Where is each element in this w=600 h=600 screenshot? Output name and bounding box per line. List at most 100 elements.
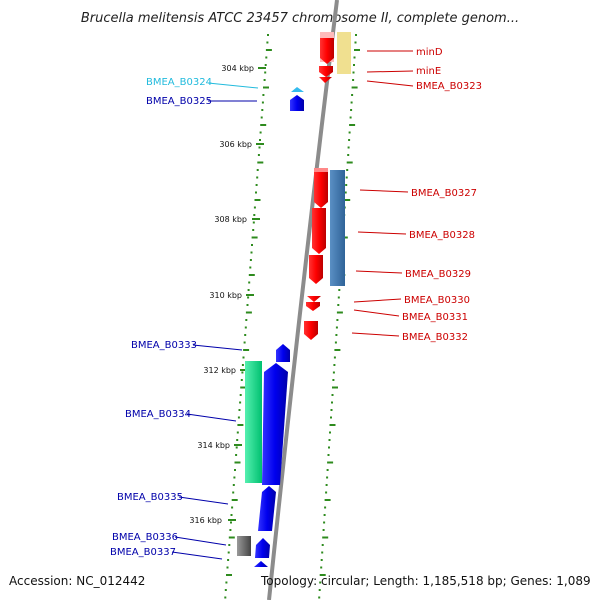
label-BMEA_B0327[interactable]: BMEA_B0327 [411, 188, 477, 199]
tick-mark-left [263, 86, 269, 89]
label-BMEA_B0328[interactable]: BMEA_B0328 [409, 230, 475, 241]
tick-mark-left [257, 161, 264, 164]
tick-mark-left [263, 79, 266, 81]
label-BMEA_B0332[interactable]: BMEA_B0332 [402, 332, 468, 343]
tick-mark-left [258, 146, 261, 149]
tick-mark-right [351, 86, 358, 89]
chromosome-backbone [267, 0, 339, 600]
tick-mark-left [234, 461, 241, 464]
label-BMEA_B0333[interactable]: BMEA_B0333 [131, 340, 197, 351]
tick-mark-left [245, 311, 252, 314]
gene-minD[interactable] [320, 38, 334, 64]
tick-mark-right [325, 484, 328, 486]
tick-mark-right [322, 536, 329, 539]
tick-mark-left [242, 356, 245, 359]
tick-mark-left [241, 364, 244, 366]
tick-mark-left [259, 131, 262, 134]
tick-mark-right [337, 304, 340, 306]
tick-mark-left [235, 454, 238, 456]
gene-BMEA_B0328-blue[interactable] [330, 170, 345, 286]
accession-text: Accession: NC_012442 [9, 574, 146, 588]
tick-mark-left [248, 274, 255, 276]
tick-mark-left [264, 71, 267, 74]
tick-mark-right [329, 431, 331, 434]
gene-BMEA_B0336-gray[interactable] [237, 536, 251, 556]
tick-mark-right [349, 116, 352, 119]
right-gene-labels: minD minE BMEA_B0323 BMEA_B0327 BMEA_B03… [351, 47, 482, 343]
tick-mark-right [326, 469, 329, 471]
tick-mark-right [321, 551, 324, 554]
tick-mark-left [243, 341, 246, 344]
tick-mark-left [240, 386, 247, 389]
tick-mark-right [352, 71, 355, 74]
gene-BMEA_B0329[interactable] [309, 255, 323, 284]
tick-mark-left [256, 169, 259, 171]
label-minD[interactable]: minD [416, 47, 443, 58]
gene-BMEA_B0330[interactable] [307, 296, 321, 302]
gene-BMEA_B0334[interactable] [262, 363, 288, 485]
left-tick-track [224, 34, 272, 599]
kbp-label-316: 316 kbp [189, 516, 222, 525]
tick-mark-left [253, 206, 256, 209]
tick-mark-left [236, 439, 239, 441]
gene-BMEA_B0327[interactable] [314, 172, 328, 208]
label-BMEA_B0331[interactable]: BMEA_B0331 [402, 312, 468, 323]
tick-mark-left [239, 394, 242, 396]
tick-mark-right [347, 146, 350, 149]
label-BMEA_B0324[interactable]: BMEA_B0324 [146, 77, 212, 88]
tick-mark-right [349, 124, 356, 126]
label-BMEA_B0323[interactable]: BMEA_B0323 [416, 81, 482, 92]
left-gene-labels: BMEA_B0324 BMEA_B0325 BMEA_B0333 BMEA_B0… [110, 77, 259, 560]
tick-mark-left [261, 109, 264, 111]
tick-mark-right [332, 386, 338, 389]
tick-mark-right [320, 566, 323, 569]
topology-text: Topology: circular; Length: 1,185,518 bp… [261, 574, 591, 588]
tick-mark-right [334, 341, 337, 344]
gene-BMEA_B0336[interactable] [255, 538, 270, 558]
label-BMEA_B0337[interactable]: BMEA_B0337 [110, 547, 176, 558]
tick-mark-left [256, 176, 259, 179]
label-BMEA_B0336[interactable]: BMEA_B0336 [112, 532, 178, 543]
tick-mark-right [332, 379, 335, 381]
tick-mark-right [327, 454, 330, 456]
gene-BMEA_B0325[interactable] [290, 95, 304, 111]
kbp-label-310: 310 kbp [209, 291, 242, 300]
tick-mark-right [335, 334, 338, 336]
tick-mark-left [257, 154, 260, 156]
gene-BMEA_B0323[interactable] [319, 77, 332, 83]
label-BMEA_B0330[interactable]: BMEA_B0330 [404, 295, 470, 306]
tick-mark-left [230, 521, 232, 524]
label-minE[interactable]: minE [416, 66, 441, 77]
tick-mark-left [235, 446, 238, 449]
gene-minE-pale[interactable] [337, 32, 351, 74]
gene-BMEA_B0333[interactable] [276, 344, 290, 362]
tick-mark-right [319, 574, 326, 576]
tick-mark-left [253, 214, 256, 216]
tick-mark-left [247, 296, 250, 299]
tick-mark-left [260, 116, 263, 119]
tick-mark-right [324, 499, 331, 501]
label-BMEA_B0329[interactable]: BMEA_B0329 [405, 269, 471, 280]
gene-BMEA_B0334-green[interactable] [245, 361, 262, 483]
tick-mark-left [224, 589, 227, 591]
gene-BMEA_B0324[interactable] [291, 87, 304, 92]
tick-mark-right [333, 356, 336, 359]
label-BMEA_B0335[interactable]: BMEA_B0335 [117, 492, 183, 503]
tick-mark-right [328, 439, 331, 441]
tick-mark-left [249, 266, 252, 269]
tick-mark-right [336, 319, 339, 321]
label-BMEA_B0325[interactable]: BMEA_B0325 [146, 96, 212, 107]
tick-mark-right [352, 79, 355, 81]
tick-mark-left [226, 574, 232, 576]
gene-BMEA_B0335[interactable] [258, 486, 276, 531]
gene-minE[interactable] [319, 66, 333, 77]
tick-mark-left [262, 94, 265, 96]
tick-mark-left [252, 229, 255, 231]
gene-BMEA_B0337[interactable] [254, 561, 268, 567]
gene-BMEA_B0331[interactable] [306, 302, 320, 311]
label-BMEA_B0334[interactable]: BMEA_B0334 [125, 409, 191, 420]
gene-BMEA_B0328[interactable] [312, 208, 326, 254]
gene-BMEA_B0332[interactable] [304, 321, 318, 340]
tick-mark-left [254, 199, 261, 201]
